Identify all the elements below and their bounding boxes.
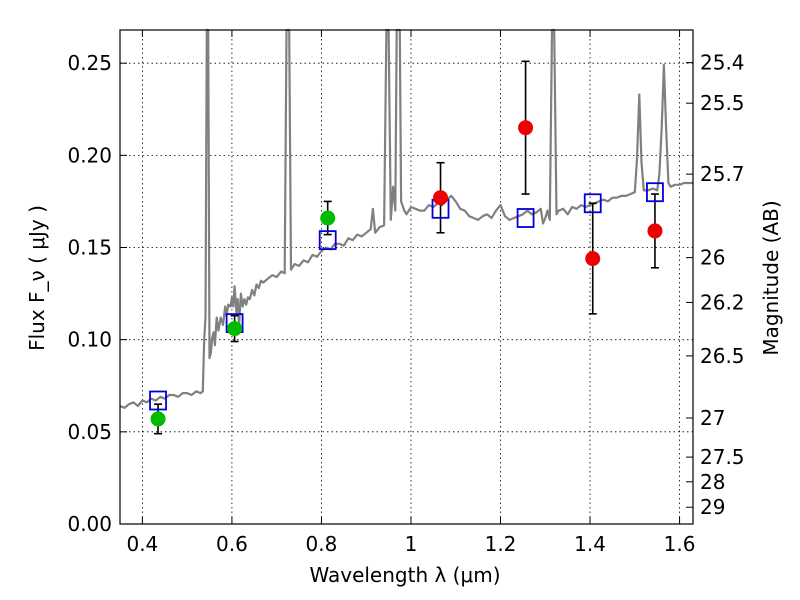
- right-tick-label: 29: [700, 495, 725, 519]
- x-tick-label: 0.6: [216, 532, 248, 556]
- model-spectrum-line: [119, 28, 693, 409]
- x-axis-label: Wavelength λ (μm): [309, 563, 500, 587]
- right-tick-label: 25.5: [700, 91, 745, 115]
- red-point: [585, 251, 601, 267]
- y-tick-label: 0.25: [67, 51, 112, 75]
- red-point: [518, 120, 534, 136]
- red-point: [647, 223, 663, 239]
- red-point: [433, 190, 449, 206]
- y-axis-label-text: Flux F_ν ( μJy ): [25, 205, 49, 351]
- right-tick-label: 27: [700, 406, 725, 430]
- model-box: [318, 230, 337, 251]
- green-point: [150, 411, 166, 427]
- right-tick-label: 26: [700, 246, 725, 270]
- y-tick-label: 0.05: [67, 420, 112, 444]
- model-box: [583, 193, 602, 214]
- right-tick-label: 27.5: [700, 445, 745, 469]
- y-tick-label: 0.00: [67, 512, 112, 536]
- green-point: [320, 210, 336, 226]
- axes: 0.4 0.6 0.8 1 1.2 1.4 1.6 0.00 0.05 0.10 0.15 0.20 0…: [67, 29, 745, 556]
- model-box: [149, 390, 167, 411]
- right-tick-label: 28: [700, 470, 725, 494]
- y-axis-right-label: Magnitude (AB): [759, 200, 783, 355]
- right-tick-label: 26.2: [700, 290, 745, 314]
- y-tick-label: 0.20: [67, 143, 112, 167]
- x-tick-label: 0.4: [126, 532, 158, 556]
- data-marks: [149, 60, 664, 435]
- right-tick-label: 25.4: [700, 51, 745, 75]
- model-box: [646, 182, 664, 203]
- right-tick-label: 26.5: [700, 344, 745, 368]
- right-tick-label: 25.7: [700, 162, 745, 186]
- y-tick-label: 0.15: [67, 236, 112, 260]
- x-tick-label: 1.4: [574, 532, 606, 556]
- grid: [120, 30, 693, 525]
- x-tick-label: 0.8: [306, 532, 338, 556]
- x-tick-label: 1.6: [664, 532, 696, 556]
- x-tick-label: 1.2: [485, 532, 517, 556]
- x-tick-label: 1: [405, 532, 418, 556]
- plot-frame: [119, 29, 694, 525]
- green-point: [227, 321, 243, 337]
- y-tick-label: 0.10: [67, 328, 112, 352]
- model-box: [516, 208, 535, 228]
- y-axis-label: Flux F_ν ( μJy ): [25, 205, 49, 351]
